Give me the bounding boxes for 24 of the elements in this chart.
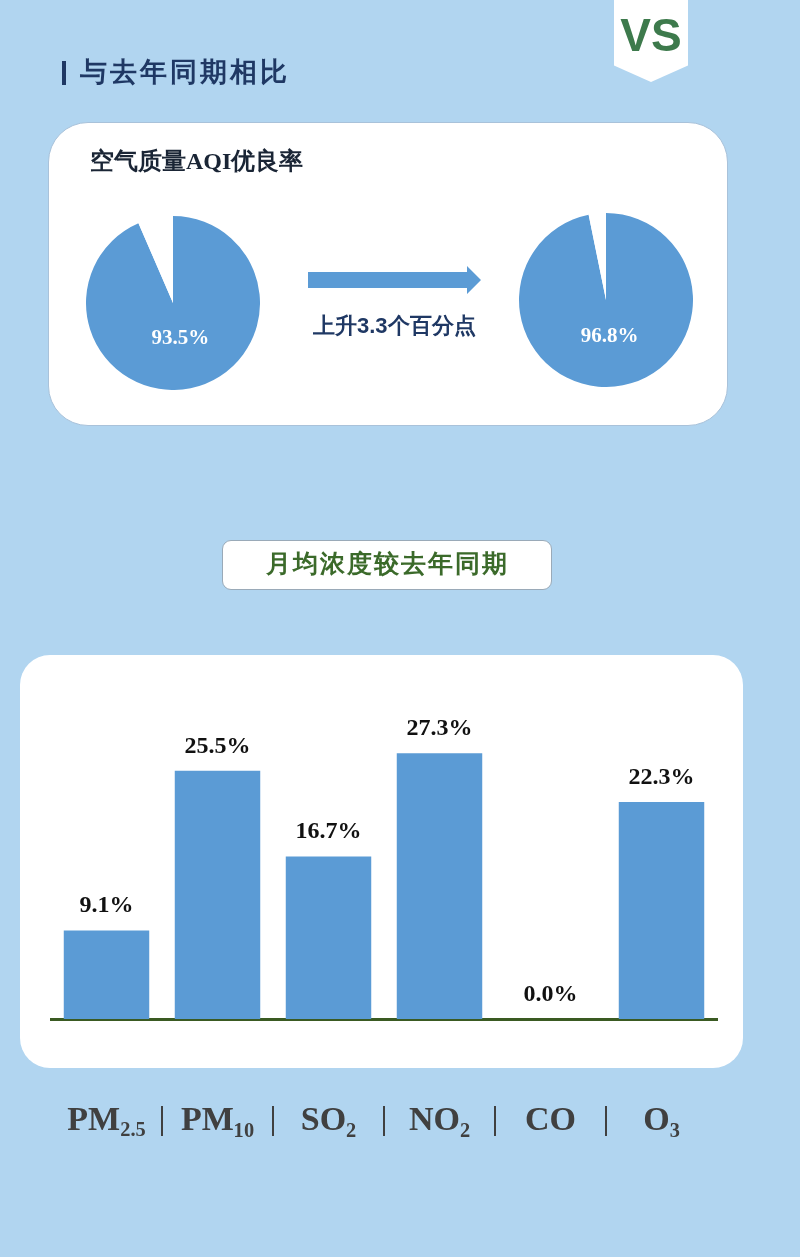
bar: [174, 770, 261, 1019]
data-label: 0.0%: [523, 980, 578, 1006]
chart-title: 与去年同期相比: [80, 56, 290, 89]
bar: [396, 753, 483, 1019]
x-tick-label: CO: [525, 1100, 576, 1138]
data-label: 93.5%: [151, 325, 210, 350]
bar: [285, 856, 372, 1019]
data-label: 25.5%: [184, 731, 251, 758]
x-tick-label: NO₂: [408, 1100, 471, 1138]
chart-title: 月均浓度较去年同期: [265, 548, 509, 579]
text: 上升3.3个百分点: [313, 312, 476, 340]
data-label: 27.3%: [406, 714, 473, 741]
data-label: 9.1%: [79, 891, 134, 918]
data-label: 22.3%: [628, 762, 695, 789]
x-tick-label: SO₂: [300, 1100, 357, 1138]
x-tick-label: O₃: [643, 1100, 680, 1138]
bar: [618, 801, 705, 1019]
data-label: 96.8%: [580, 322, 639, 347]
x-tick-label: PM$_{2.5}$: [67, 1100, 146, 1141]
chart-subtitle: 空气质量AQI优良率: [90, 147, 304, 176]
data-label: 16.7%: [295, 817, 362, 844]
x-tick-label: PM₁₀: [180, 1100, 255, 1138]
bar: [63, 930, 150, 1019]
text: VS: [620, 8, 682, 62]
